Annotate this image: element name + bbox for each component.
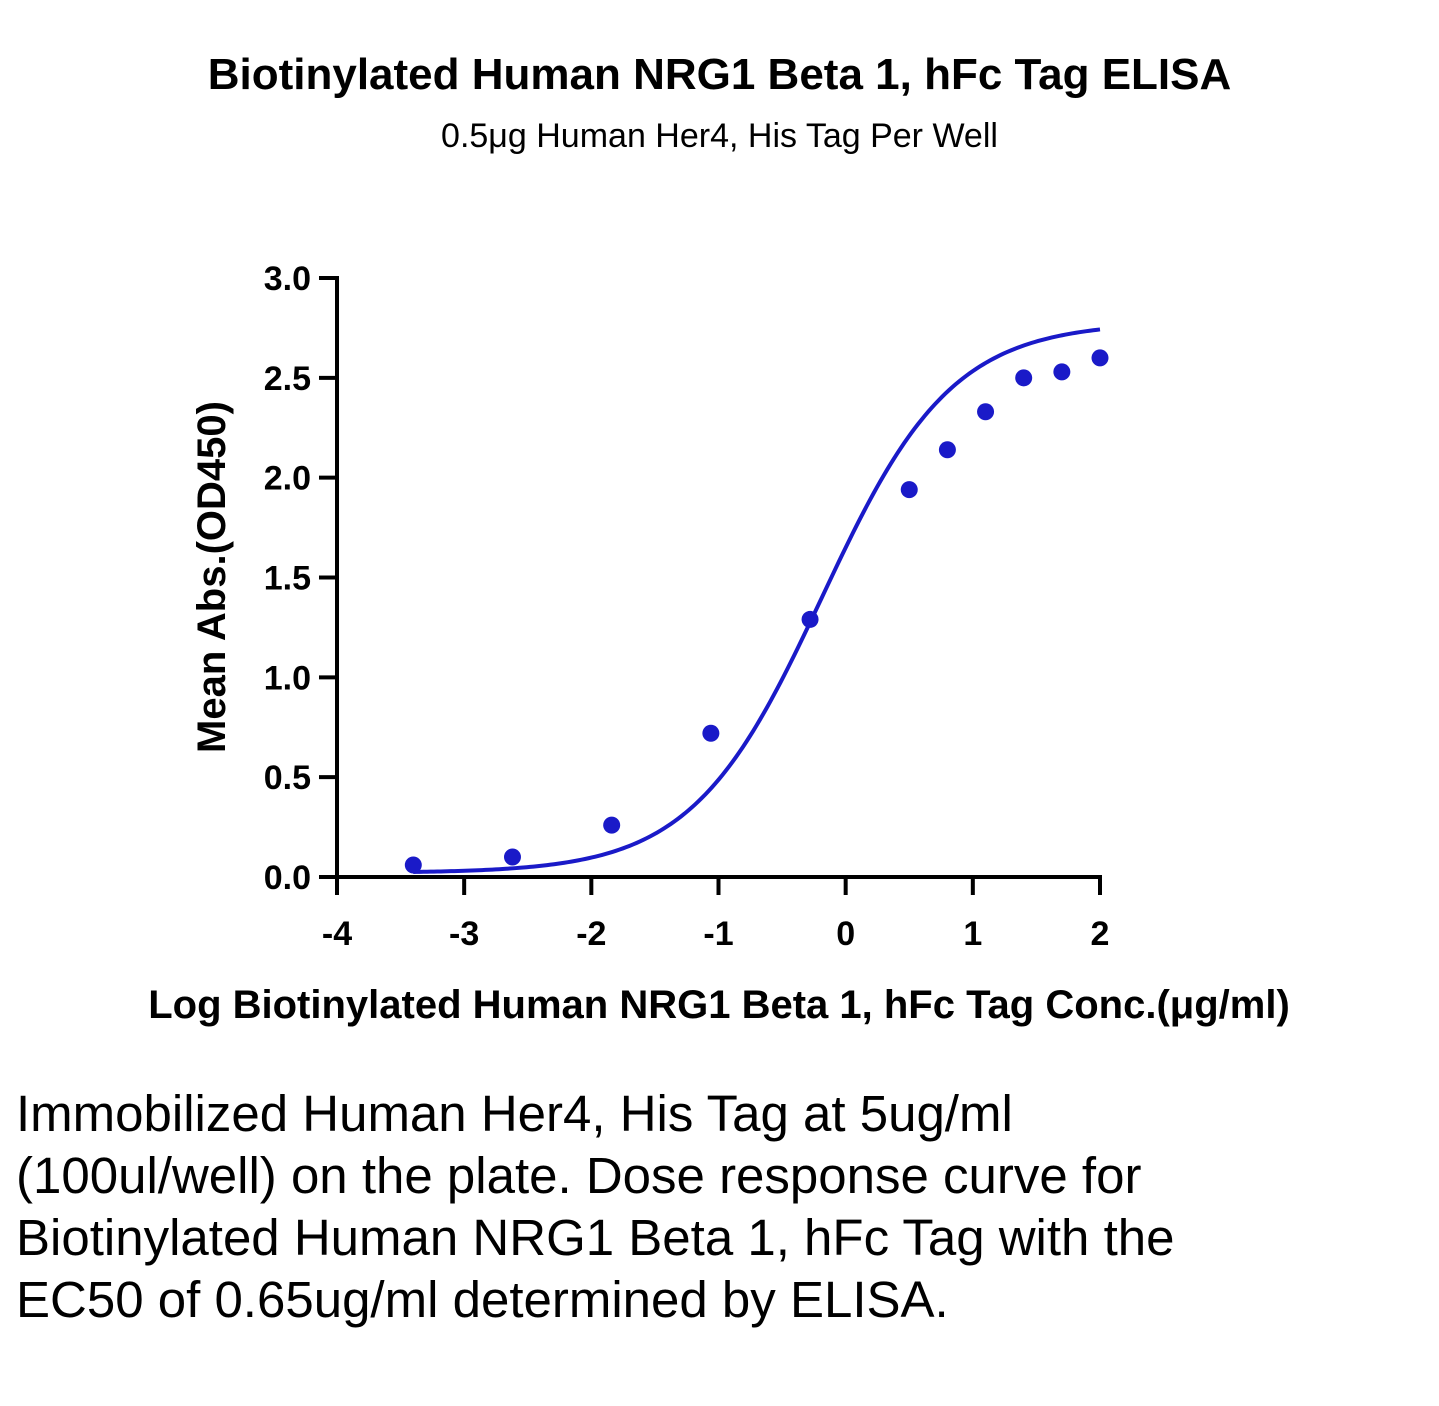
y-tick-label: 0.5 (264, 759, 311, 797)
y-tick-label: 2.0 (264, 460, 311, 498)
y-tick-label: 1.5 (264, 560, 311, 598)
data-point (603, 816, 621, 834)
data-point (1053, 363, 1071, 381)
x-tick-label: 1 (963, 915, 982, 953)
data-point (938, 441, 956, 459)
data-point (702, 724, 720, 742)
y-ticks: 0.0 0.5 1.0 1.5 2.0 2.5 3.0 (264, 260, 337, 897)
data-point (801, 610, 819, 628)
data-point (977, 403, 995, 421)
x-tick-label: 0 (836, 915, 855, 953)
dose-response-chart: 0.0 0.5 1.0 1.5 2.0 2.5 3.0 -4 -3 -2 -1 0 1 2 Mean A… (148, 260, 1290, 1027)
y-tick-label: 2.5 (264, 360, 311, 398)
y-axis-title: Mean Abs.(OD450) (190, 401, 234, 753)
x-tick-label: -4 (322, 915, 352, 953)
data-points (404, 349, 1109, 874)
x-axis-title: Log Biotinylated Human NRG1 Beta 1, hFc … (148, 983, 1290, 1027)
y-tick-label: 1.0 (264, 659, 311, 697)
data-point (503, 848, 521, 866)
axes (335, 276, 1102, 879)
y-tick-label: 3.0 (264, 260, 311, 298)
figure-caption: Immobilized Human Her4, His Tag at 5ug/m… (16, 1085, 1175, 1328)
data-point (1015, 369, 1033, 387)
chart-title: Biotinylated Human NRG1 Beta 1, hFc Tag … (207, 50, 1232, 99)
x-tick-label: -1 (703, 915, 733, 953)
y-tick-label: 0.0 (264, 859, 311, 897)
data-point (1091, 349, 1109, 367)
x-tick-label: -2 (576, 915, 606, 953)
x-tick-label: -3 (449, 915, 479, 953)
x-ticks: -4 -3 -2 -1 0 1 2 (322, 877, 1110, 953)
data-point (404, 856, 422, 874)
chart-subtitle: 0.5μg Human Her4, His Tag Per Well (441, 117, 998, 155)
data-point (900, 481, 918, 499)
fit-curve (413, 327, 1101, 874)
x-tick-label: 2 (1091, 915, 1110, 953)
